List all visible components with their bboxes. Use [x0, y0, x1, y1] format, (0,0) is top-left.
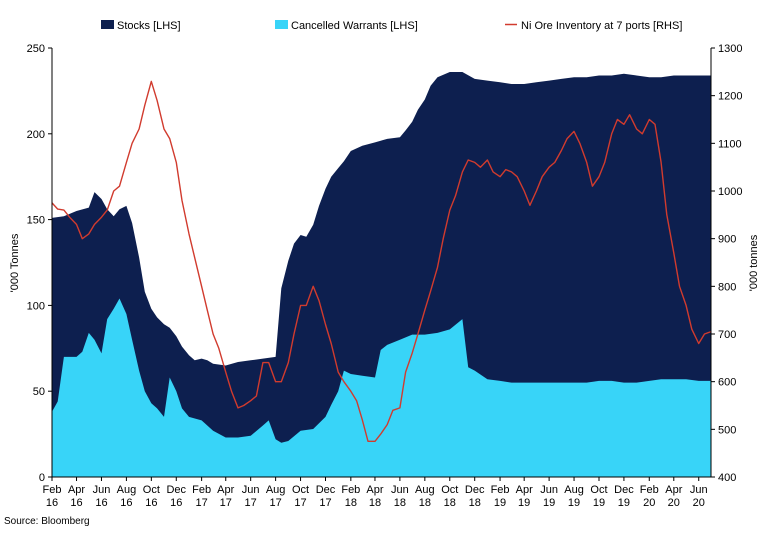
x-tick-label-year: 18	[369, 497, 381, 509]
y-left-tick-label: 0	[39, 472, 45, 484]
y-right-tick-label: 1200	[718, 91, 742, 103]
x-tick-label-month: Jun	[391, 484, 409, 496]
y-left-axis-title: '000 Tonnes	[9, 233, 21, 292]
x-tick-label-year: 19	[518, 497, 530, 509]
x-tick-label-month: Aug	[415, 484, 435, 496]
y-right-tick-label: 900	[718, 234, 736, 246]
legend-swatch-cancelled-warrants	[275, 20, 288, 29]
x-tick-label-month: Apr	[217, 484, 234, 496]
plot-area	[51, 72, 712, 477]
x-tick-label-year: 16	[70, 497, 82, 509]
x-tick-label-month: Aug	[117, 484, 137, 496]
x-tick-label-year: 17	[294, 497, 306, 509]
x-tick-label-year: 18	[394, 497, 406, 509]
x-tick-label-month: Aug	[266, 484, 286, 496]
x-tick-label-year: 20	[668, 497, 680, 509]
x-tick-label-year: 20	[643, 497, 655, 509]
y-right-tick-label: 600	[718, 377, 736, 389]
source-note: Source: Bloomberg	[4, 516, 90, 527]
y-right-tick-label: 400	[718, 472, 736, 484]
x-tick-label-year: 16	[170, 497, 182, 509]
x-tick-label-year: 17	[220, 497, 232, 509]
legend-label-cancelled-warrants: Cancelled Warrants [LHS]	[291, 20, 418, 32]
y-right-tick-label: 500	[718, 424, 736, 436]
x-tick-label-year: 17	[195, 497, 207, 509]
legend: Stocks [LHS] Cancelled Warrants [LHS] Ni…	[101, 20, 682, 32]
x-tick-label-month: Dec	[614, 484, 634, 496]
x-tick-label-month: Aug	[564, 484, 584, 496]
x-tick-label-year: 18	[345, 497, 357, 509]
x-tick-label-year: 19	[543, 497, 555, 509]
x-tick-label-month: Jun	[93, 484, 111, 496]
y-right-tick-label: 1300	[718, 43, 742, 55]
y-right-axis-title: '000 tonnes	[748, 234, 760, 291]
x-tick-label-year: 18	[469, 497, 481, 509]
x-tick-label-month: Oct	[143, 484, 160, 496]
x-tick-label-month: Feb	[640, 484, 659, 496]
y-left-tick-label: 50	[33, 386, 45, 398]
x-tick-label-year: 19	[568, 497, 580, 509]
x-tick-label-year: 16	[46, 497, 58, 509]
y-left-tick-label: 250	[27, 43, 45, 55]
x-tick-label-month: Oct	[292, 484, 309, 496]
x-tick-label-month: Apr	[516, 484, 533, 496]
legend-label-stocks: Stocks [LHS]	[117, 20, 181, 32]
x-tick-label-year: 18	[419, 497, 431, 509]
x-tick-label-month: Oct	[590, 484, 607, 496]
y-left-tick-label: 100	[27, 300, 45, 312]
area-cancelled-warrants	[52, 298, 711, 477]
x-tick-label-year: 19	[494, 497, 506, 509]
x-tick-label-year: 16	[145, 497, 157, 509]
x-tick-label-year: 20	[693, 497, 705, 509]
x-tick-label-month: Feb	[491, 484, 510, 496]
x-tick-label-month: Oct	[441, 484, 458, 496]
y-right-tick-label: 800	[718, 281, 736, 293]
x-tick-label-year: 17	[245, 497, 257, 509]
legend-swatch-stocks	[101, 20, 114, 29]
x-tick-label-month: Dec	[465, 484, 485, 496]
x-tick-label-month: Apr	[366, 484, 383, 496]
legend-label-ni-ore: Ni Ore Inventory at 7 ports [RHS]	[521, 20, 682, 32]
x-tick-label-year: 16	[95, 497, 107, 509]
line-ni-ore-inventory	[51, 80, 712, 442]
x-tick-label-year: 18	[444, 497, 456, 509]
x-tick-label-month: Dec	[166, 484, 186, 496]
y-right-tick-label: 700	[718, 329, 736, 341]
y-right-tick-label: 1000	[718, 186, 742, 198]
x-tick-label-month: Jun	[540, 484, 558, 496]
y-right-tick-label: 1100	[718, 138, 742, 150]
x-tick-label-year: 19	[618, 497, 630, 509]
x-tick-label-month: Dec	[316, 484, 336, 496]
axes: 0 50 100 150 200 250 400 500 600 700 800 900 1000 110…	[27, 43, 743, 509]
x-tick-label-month: Apr	[665, 484, 682, 496]
x-tick-label-month: Apr	[68, 484, 85, 496]
x-tick-label-year: 19	[593, 497, 605, 509]
x-tick-label-month: Jun	[690, 484, 708, 496]
y-left-tick-label: 150	[27, 215, 45, 227]
x-tick-label-month: Feb	[43, 484, 62, 496]
x-tick-label-year: 17	[319, 497, 331, 509]
x-tick-label-month: Feb	[192, 484, 211, 496]
y-left-tick-label: 200	[27, 129, 45, 141]
x-tick-label-year: 16	[120, 497, 132, 509]
area-stocks	[52, 72, 711, 477]
x-tick-label-month: Jun	[242, 484, 260, 496]
x-tick-label-year: 17	[269, 497, 281, 509]
x-tick-label-month: Feb	[341, 484, 360, 496]
